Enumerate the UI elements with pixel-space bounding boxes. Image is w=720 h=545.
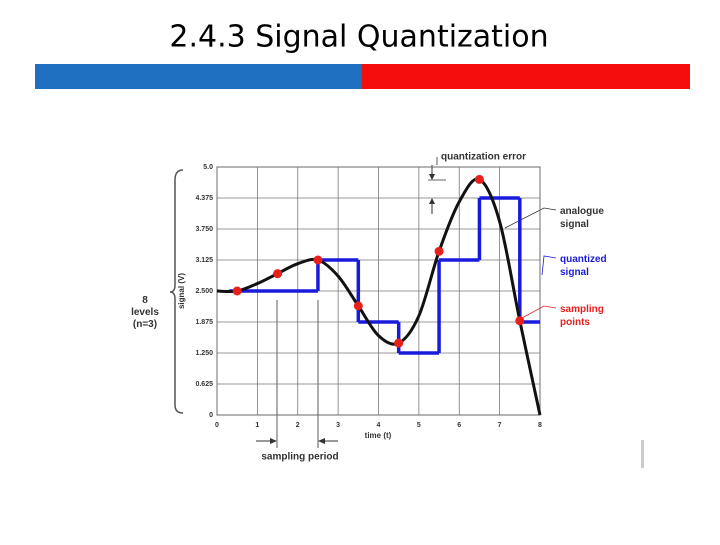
annotation: 8 levels (n=3)	[131, 295, 159, 330]
leader	[521, 305, 557, 319]
annotation: analogue signal	[560, 206, 604, 230]
x-tick-label: 3	[336, 422, 340, 429]
annotation: quantization error	[441, 152, 526, 163]
decor-mark	[641, 440, 644, 468]
sample-point	[474, 174, 484, 184]
sample-point	[232, 286, 242, 296]
sample-point	[353, 301, 363, 311]
arrow-head	[270, 438, 277, 444]
y-tick-label: 2.500	[195, 288, 213, 295]
leader	[541, 255, 557, 276]
leader	[504, 207, 557, 229]
x-tick-label: 0	[215, 422, 219, 429]
arrow-head	[429, 198, 435, 204]
sample-point	[515, 316, 525, 326]
annotation: quantized signal	[560, 254, 607, 278]
y-tick-label: 1.875	[195, 319, 213, 326]
x-tick-label: 7	[498, 422, 502, 429]
x-tick-label: 6	[457, 422, 461, 429]
header-bar-red	[362, 64, 690, 89]
y-axis-label: signal (V)	[177, 273, 186, 309]
y-tick-label: 3.125	[195, 257, 213, 264]
slide-title: 2.4.3 Signal Quantization	[169, 20, 548, 55]
x-tick-label: 8	[538, 422, 542, 429]
sample-point	[434, 246, 444, 256]
y-tick-label: 0	[209, 412, 213, 419]
y-tick-label: 5.0	[203, 164, 213, 171]
levels-brace	[169, 169, 184, 414]
y-tick-label: 3.750	[195, 226, 213, 233]
x-tick-label: 2	[296, 422, 300, 429]
y-tick-label: 1.250	[195, 350, 213, 357]
x-axis-label: time (t)	[365, 431, 392, 440]
sample-point	[394, 338, 404, 348]
y-tick-label: 4.375	[195, 195, 213, 202]
x-tick-label: 1	[255, 422, 259, 429]
x-tick-label: 5	[417, 422, 421, 429]
x-tick-label: 4	[377, 422, 381, 429]
arrow-head	[318, 438, 325, 444]
annotation: sampling points	[560, 304, 604, 328]
sample-point	[313, 255, 323, 265]
arrow-head	[429, 174, 435, 180]
annotation: sampling period	[261, 452, 338, 463]
sample-point	[273, 269, 283, 279]
plot: 0 0.625 1.250 1.875 2.500 3.125 3.750 4.375 5.0 0…	[131, 152, 607, 463]
header-bar-blue	[35, 64, 362, 89]
y-tick-label: 0.625	[195, 381, 213, 388]
